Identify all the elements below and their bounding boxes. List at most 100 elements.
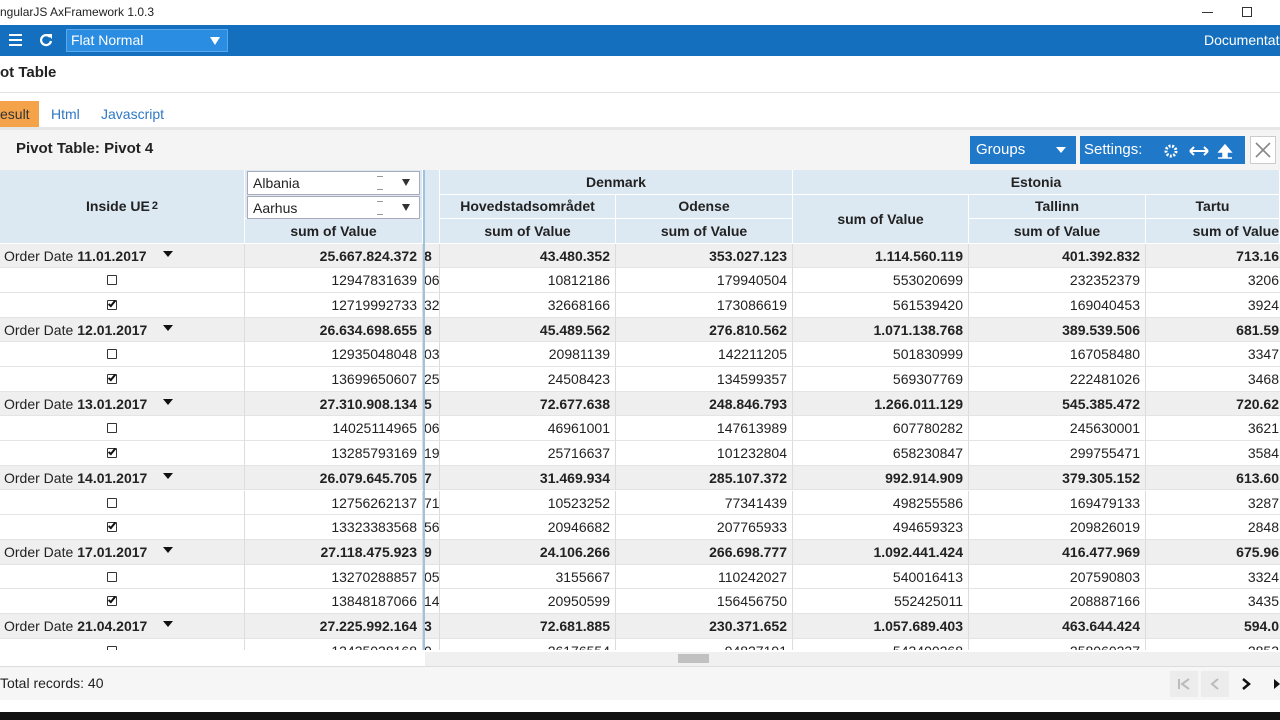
scrollbar-thumb[interactable]	[678, 654, 709, 663]
filter-icon[interactable]	[163, 621, 173, 627]
value-cell: 1.114.560.119	[793, 243, 969, 269]
value-cell: 03	[423, 342, 440, 367]
group-date: 21.04.2017	[77, 618, 148, 634]
filter-value: Aarhus	[253, 199, 298, 216]
row-field-label: Inside UE	[86, 198, 150, 215]
group-label-cell: Order Date 21.04.2017	[0, 614, 245, 639]
value-cell: 209826019	[969, 515, 1146, 540]
filter-select[interactable]: Albania	[247, 171, 420, 195]
value-cell: 167058480	[969, 342, 1146, 367]
group-label-cell: Order Date 14.01.2017	[0, 465, 245, 491]
taskbar-edge	[0, 712, 1280, 720]
value-cell: 8	[423, 317, 440, 343]
row-label-cell	[0, 367, 245, 392]
pager[interactable]	[1170, 671, 1280, 697]
group-label-cell: Order Date 12.01.2017	[0, 317, 245, 343]
value-cell: 179940504	[616, 268, 793, 293]
checkbox[interactable]	[107, 446, 117, 459]
measure-header: sum of Value	[245, 219, 423, 244]
group-date: 11.01.2017	[77, 247, 147, 264]
checkbox[interactable]	[107, 275, 117, 286]
filter-select[interactable]: Aarhus	[247, 195, 420, 219]
row-label-cell	[0, 292, 245, 318]
checkbox[interactable]	[107, 372, 117, 384]
theme-select[interactable]: Flat Normal	[66, 29, 228, 52]
value-cell: 552425011	[793, 589, 969, 614]
filter-icon[interactable]	[163, 472, 173, 479]
row-label-cell	[0, 589, 245, 614]
tab-result[interactable]: esult	[0, 101, 39, 127]
row-label-cell	[0, 515, 245, 540]
value-cell: 13848187066	[245, 589, 423, 614]
measure-header: sum of Value	[616, 219, 793, 244]
value-cell: 389.539.506	[969, 317, 1146, 343]
menu-icon[interactable]	[9, 33, 23, 47]
toolbar: Flat Normal Documentat	[0, 25, 1280, 56]
frozen-splitter	[423, 170, 425, 650]
checkbox[interactable]	[107, 645, 117, 650]
group-label-cell: Order Date 17.01.2017	[0, 539, 245, 565]
checkbox[interactable]	[107, 571, 117, 582]
checkbox[interactable]	[107, 594, 117, 607]
value-cell: 3206	[1146, 268, 1280, 293]
value-cell: 43.480.352	[440, 243, 616, 269]
checkbox[interactable]	[107, 349, 117, 360]
value-cell: 13435038168	[245, 638, 423, 650]
value-cell: 31.469.934	[440, 465, 616, 491]
value-cell: 594.0	[1146, 614, 1280, 639]
footer: Total records: 40	[0, 666, 1280, 700]
filter-icon[interactable]	[163, 324, 173, 331]
group-label: Order Date	[4, 247, 74, 264]
maximize-button[interactable]	[1242, 7, 1252, 17]
value-cell: 94827191	[616, 638, 793, 650]
pivot-header: Pivot Table: Pivot 4 Groups Settings:	[0, 130, 1280, 170]
value-cell: 26.079.645.705	[245, 465, 423, 491]
close-button[interactable]	[1250, 136, 1276, 164]
group-date: 17.01.2017	[77, 543, 148, 560]
filter-icon[interactable]	[163, 250, 173, 257]
documentation-link[interactable]: Documentat	[1204, 32, 1280, 48]
value-cell: 0	[423, 638, 440, 650]
groups-button[interactable]: Groups	[970, 136, 1076, 164]
value-cell: 06	[423, 268, 440, 293]
checkbox[interactable]	[107, 298, 117, 310]
refresh-icon[interactable]	[39, 33, 53, 47]
tab-html[interactable]: Html	[51, 106, 80, 122]
minimize-button[interactable]	[1202, 12, 1213, 13]
value-cell: 1.057.689.403	[793, 614, 969, 639]
filter-icon[interactable]	[163, 546, 173, 553]
value-cell: 77341439	[616, 490, 793, 516]
value-cell: 56	[423, 515, 440, 540]
settings-button[interactable]: Settings:	[1080, 136, 1245, 164]
checkbox[interactable]	[107, 497, 117, 508]
city-header: Tartu	[1146, 194, 1280, 219]
value-cell: 169040453	[969, 292, 1146, 318]
country-header: Estonia	[793, 170, 1280, 195]
row-field-header: Inside UE 2	[0, 170, 245, 244]
value-cell: 494659323	[793, 515, 969, 540]
checkmark	[107, 594, 117, 604]
value-cell: 72.681.885	[440, 614, 616, 639]
value-cell: 3155667	[440, 564, 616, 590]
value-cell: 713.16	[1146, 243, 1280, 269]
tab-javascript[interactable]: Javascript	[101, 106, 165, 122]
value-cell: 101232804	[616, 441, 793, 466]
value-cell: 25.667.824.372	[245, 243, 423, 269]
sort-index: 2	[151, 200, 158, 213]
value-cell: 613.60	[1146, 465, 1280, 491]
row-label-cell	[0, 342, 245, 367]
value-cell: 20950599	[440, 589, 616, 614]
value-cell: 45.489.562	[440, 317, 616, 343]
horizontal-scrollbar[interactable]	[425, 652, 1280, 666]
value-cell: 147613989	[616, 416, 793, 442]
spinner	[377, 200, 383, 215]
checkbox[interactable]	[107, 423, 117, 434]
filter-icon[interactable]	[163, 398, 173, 405]
checkbox[interactable]	[107, 520, 117, 533]
total-records: Total records: 40	[0, 675, 104, 691]
value-cell: 27.225.992.164	[245, 614, 423, 639]
filter-arrow	[402, 179, 410, 186]
page-title: ot Table	[0, 64, 57, 81]
measure-header: sum of Value	[1146, 219, 1280, 244]
value-cell: 463.644.424	[969, 614, 1146, 639]
